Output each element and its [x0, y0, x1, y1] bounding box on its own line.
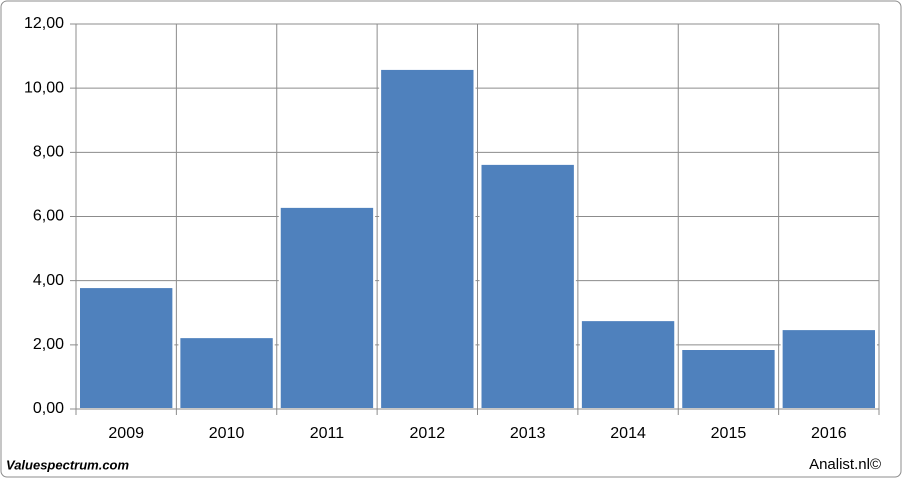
x-tick-label: 2011 — [310, 425, 345, 442]
x-tick-label: 2012 — [410, 425, 446, 442]
bar — [379, 67, 476, 411]
x-tick-label: 2009 — [108, 425, 144, 442]
y-tick-label: 6,00 — [33, 208, 64, 225]
y-tick-label: 4,00 — [33, 272, 64, 289]
y-tick-label: 10,00 — [24, 79, 64, 96]
x-tick-label: 2014 — [610, 425, 646, 442]
bar — [680, 348, 777, 411]
y-tick-label: 12,00 — [24, 15, 64, 32]
bar — [479, 162, 576, 410]
bar — [278, 205, 376, 410]
bar — [78, 286, 175, 411]
bar — [579, 319, 677, 411]
y-tick-label: 8,00 — [33, 144, 64, 161]
x-tick-label: 2013 — [510, 425, 546, 442]
y-tick-label: 2,00 — [33, 336, 64, 353]
footer-left: Valuespectrum.com — [6, 457, 130, 472]
x-tick-label: 2015 — [711, 425, 747, 442]
x-tick-label: 2010 — [209, 425, 245, 442]
footer-right: Analist.nl© — [809, 456, 881, 473]
x-tick-label: 2016 — [811, 425, 847, 442]
bar — [178, 336, 275, 410]
y-tick-label: 0,00 — [33, 400, 64, 417]
bar — [780, 328, 877, 410]
